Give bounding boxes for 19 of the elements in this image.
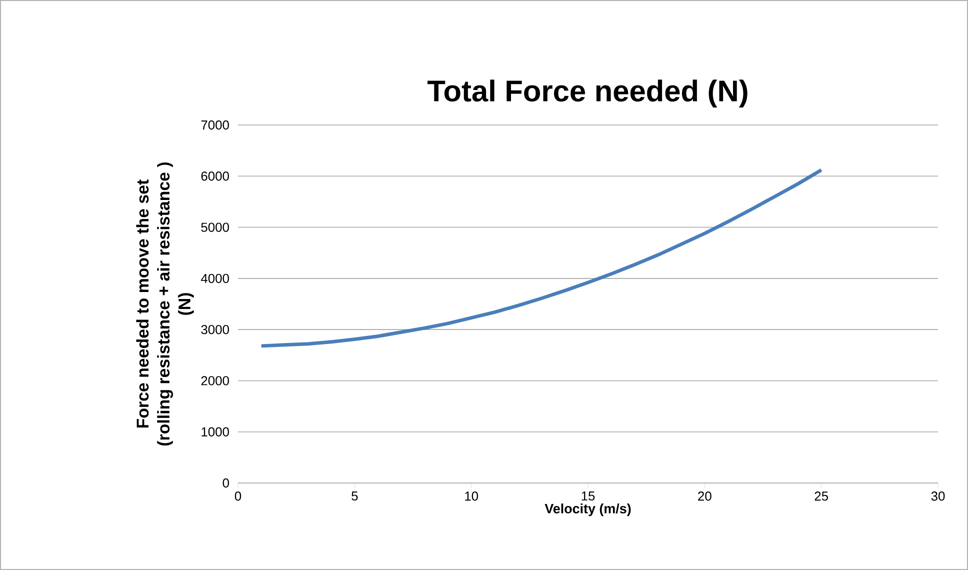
chart-title: Total Force needed (N) xyxy=(428,80,748,108)
x-tick-label: 0 xyxy=(234,492,242,501)
y-tick-label: 0 xyxy=(222,478,229,488)
y-tick-label: 7000 xyxy=(201,120,229,130)
x-tick-label: 20 xyxy=(698,492,712,501)
y-tick-label: 6000 xyxy=(201,172,229,181)
y-tick-label: 5000 xyxy=(201,222,229,232)
x-tick-label: 10 xyxy=(465,492,478,501)
y-tick-label: 3000 xyxy=(201,324,229,334)
x-axis-title: Velocity (m/s) xyxy=(544,504,631,516)
x-tick-label: 30 xyxy=(931,492,945,501)
y-tick-label: 1000 xyxy=(202,427,229,436)
x-tick-label: 25 xyxy=(814,492,828,501)
line-series xyxy=(260,168,824,348)
x-tick-label: 5 xyxy=(352,492,358,501)
y-axis-title: Force needed to moove the set (rolling resistance + air resistance ) (N) xyxy=(136,162,194,446)
y-tick-label: 4000 xyxy=(200,274,229,284)
x-tick-label: 15 xyxy=(582,492,595,501)
y-tick-label: 2000 xyxy=(201,376,229,386)
